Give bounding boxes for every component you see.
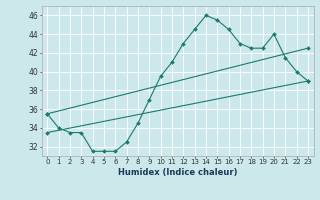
X-axis label: Humidex (Indice chaleur): Humidex (Indice chaleur): [118, 168, 237, 177]
